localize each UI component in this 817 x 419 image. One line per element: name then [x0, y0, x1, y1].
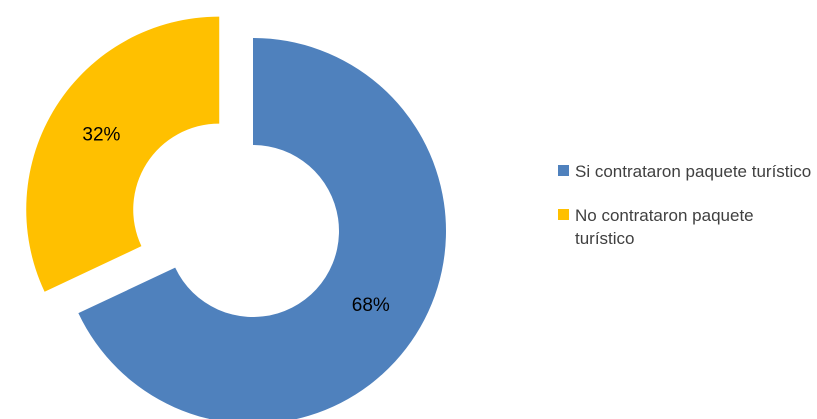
slice-si: [78, 38, 446, 419]
slice-label-no: 32%: [82, 124, 120, 145]
legend-item-no: No contrataron paquete turístico: [558, 204, 813, 250]
legend-label-no: No contrataron paquete turístico: [575, 206, 754, 248]
legend-swatch-no: [558, 209, 569, 220]
slice-label-si: 68%: [352, 295, 390, 316]
legend-swatch-si: [558, 165, 569, 176]
legend: Si contrataron paquete turístico No cont…: [558, 160, 813, 271]
legend-label-si: Si contrataron paquete turístico: [575, 162, 812, 181]
slice-no: [26, 16, 220, 292]
legend-item-si: Si contrataron paquete turístico: [558, 160, 813, 183]
